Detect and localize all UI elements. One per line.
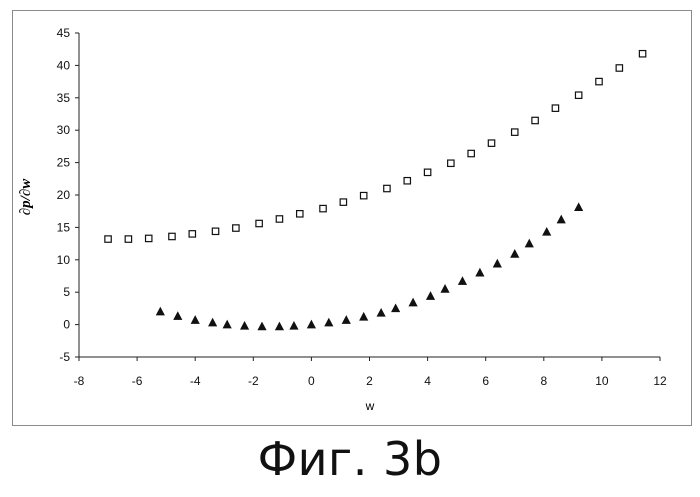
square-marker xyxy=(468,150,474,156)
square-marker xyxy=(169,233,175,239)
square-marker xyxy=(404,178,410,184)
y-tick-label: 35 xyxy=(57,91,71,105)
triangle-marker xyxy=(493,259,501,267)
tick-labels: -5 0 5 10 15 20 25 30 35 40 45 -8 -6 -4 -2 0 2 4 6 8 10 12 xyxy=(57,26,667,388)
y-tick-label: 5 xyxy=(63,285,70,299)
square-marker xyxy=(189,231,195,237)
triangle-marker xyxy=(342,316,350,324)
triangle-marker xyxy=(476,269,484,277)
square-marker xyxy=(532,117,538,123)
triangle-marker xyxy=(427,292,435,300)
figure-caption: Фиг. 3b xyxy=(0,428,700,490)
y-tick-label: 20 xyxy=(57,188,71,202)
x-tick-label: 8 xyxy=(540,374,547,388)
square-marker xyxy=(616,65,622,71)
square-marker xyxy=(575,92,581,98)
triangle-marker xyxy=(557,215,565,223)
triangle-marker xyxy=(458,277,466,285)
square-marker xyxy=(488,140,494,146)
square-marker xyxy=(360,192,366,198)
square-marker xyxy=(256,220,262,226)
y-axis-label: ∂p/∂w xyxy=(18,178,34,215)
square-marker xyxy=(448,160,454,166)
y-tick-label: 10 xyxy=(57,253,71,267)
square-marker xyxy=(276,216,282,222)
triangle-marker xyxy=(325,318,333,326)
x-tick-label: -6 xyxy=(132,374,143,388)
triangle-marker xyxy=(241,322,249,330)
square-marker xyxy=(297,211,303,217)
x-tick-label: -4 xyxy=(190,374,201,388)
triangle-marker xyxy=(156,307,164,315)
x-tick-label: 0 xyxy=(308,374,315,388)
y-tick-label: 15 xyxy=(57,220,71,234)
triangle-marker xyxy=(392,304,400,312)
triangle-marker xyxy=(258,322,266,330)
square-marker xyxy=(320,205,326,211)
x-tick-label: 12 xyxy=(653,374,667,388)
x-tick-label: 6 xyxy=(482,374,489,388)
triangle-marker xyxy=(543,228,551,236)
x-tick-label: -8 xyxy=(74,374,85,388)
x-tick-label: 10 xyxy=(595,374,609,388)
y-tick-label: 40 xyxy=(57,58,71,72)
triangle-marker xyxy=(377,309,385,317)
y-tick-label: 0 xyxy=(63,318,70,332)
y-tick-label: 30 xyxy=(57,123,71,137)
triangle-marker xyxy=(290,322,298,330)
square-marker xyxy=(384,185,390,191)
square-marker xyxy=(233,225,239,231)
y-tick-label: 25 xyxy=(57,156,71,170)
square-marker xyxy=(125,236,131,242)
triangle-marker xyxy=(525,239,533,247)
square-marker xyxy=(340,199,346,205)
scatter-chart: -5051015202530354045-8-6-4-2024681012 w … xyxy=(0,0,700,430)
square-marker xyxy=(596,78,602,84)
triangle-marker xyxy=(174,312,182,320)
triangle-marker xyxy=(441,285,449,293)
triangle-marker xyxy=(223,320,231,328)
x-axis-label: w xyxy=(365,399,375,413)
triangle-marker xyxy=(307,320,315,328)
x-tick-label: 2 xyxy=(366,374,373,388)
square-marker xyxy=(146,235,152,241)
square-marker xyxy=(512,129,518,135)
series-1 xyxy=(105,51,646,243)
triangle-marker xyxy=(191,316,199,324)
square-marker xyxy=(639,51,645,57)
x-tick-label: -2 xyxy=(248,374,259,388)
triangle-marker xyxy=(360,313,368,321)
square-marker xyxy=(552,105,558,111)
data-series xyxy=(105,51,646,330)
triangle-marker xyxy=(209,318,217,326)
square-marker xyxy=(105,236,111,242)
series-2 xyxy=(156,203,582,330)
square-marker xyxy=(212,228,218,234)
y-tick-label: -5 xyxy=(59,350,70,364)
triangle-marker xyxy=(575,203,583,211)
triangle-marker xyxy=(275,322,283,330)
triangle-marker xyxy=(409,298,417,306)
square-marker xyxy=(424,169,430,175)
x-tick-label: 4 xyxy=(424,374,431,388)
y-tick-label: 45 xyxy=(57,26,71,40)
triangle-marker xyxy=(511,250,519,258)
